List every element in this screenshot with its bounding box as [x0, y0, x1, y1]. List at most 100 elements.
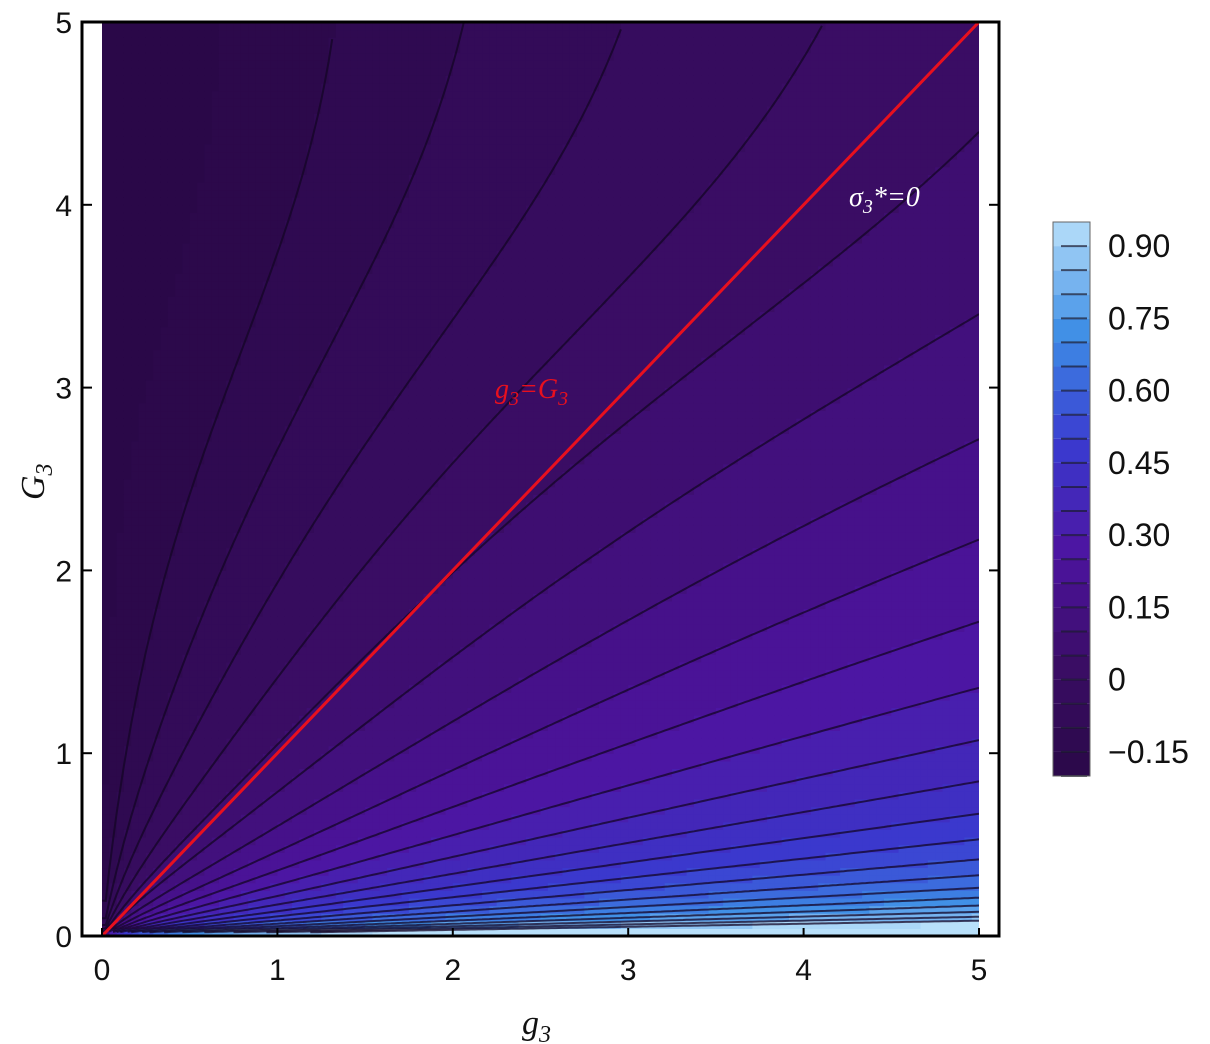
- contour-cell: [240, 852, 249, 861]
- contour-cell: [343, 288, 352, 297]
- contour-cell: [394, 745, 403, 754]
- contour-cell: [211, 265, 220, 274]
- contour-cell: [255, 433, 264, 442]
- contour-cell: [211, 75, 220, 84]
- contour-cell: [153, 844, 162, 853]
- contour-cell: [255, 151, 264, 160]
- contour-cell: [321, 334, 330, 343]
- contour-cell: [182, 174, 191, 183]
- contour-cell: [160, 509, 169, 518]
- contour-cell: [131, 242, 140, 252]
- contour-cell: [292, 105, 300, 114]
- contour-cell: [277, 532, 286, 541]
- contour-cell: [270, 52, 278, 61]
- contour-cell: [175, 22, 183, 31]
- contour-cell: [116, 600, 125, 610]
- contour-cell: [335, 52, 344, 61]
- contour-cell: [277, 829, 286, 838]
- contour-cell: [153, 791, 162, 800]
- contour-cell: [248, 593, 257, 602]
- contour-cell: [218, 418, 227, 427]
- contour-cell: [255, 638, 264, 648]
- contour-cell: [350, 463, 359, 472]
- contour-cell: [248, 37, 257, 46]
- contour-cell: [306, 463, 315, 472]
- contour-cell: [335, 623, 344, 632]
- contour-cell: [313, 608, 322, 617]
- contour-cell: [160, 661, 169, 671]
- contour-cell: [218, 90, 227, 99]
- contour-cell: [167, 197, 176, 206]
- contour-cell: [321, 836, 330, 846]
- contour-cell: [357, 440, 366, 450]
- contour-cell: [299, 867, 308, 876]
- contour-cell: [255, 204, 264, 214]
- contour-cell: [102, 387, 110, 396]
- contour-cell: [248, 471, 257, 480]
- contour-cell: [211, 143, 220, 153]
- contour-cell: [277, 425, 286, 434]
- contour-cell: [321, 821, 330, 830]
- contour-cell: [123, 235, 132, 244]
- contour-cell: [138, 349, 147, 358]
- contour-cell: [211, 280, 220, 290]
- contour-cell: [299, 486, 308, 495]
- contour-cell: [372, 273, 381, 282]
- contour-cell: [284, 638, 293, 648]
- contour-cell: [299, 75, 308, 84]
- contour-cell: [204, 296, 213, 305]
- contour-cell: [218, 836, 227, 846]
- contour-cell: [123, 730, 132, 739]
- contour-cell: [233, 859, 242, 869]
- contour-cell: [335, 197, 344, 206]
- contour-cell: [197, 859, 205, 869]
- contour-cell: [255, 90, 264, 99]
- contour-cell: [211, 479, 220, 488]
- contour-cell: [175, 585, 183, 594]
- contour-cell: [357, 517, 366, 526]
- contour-cell: [218, 440, 227, 450]
- contour-cell: [116, 75, 125, 84]
- contour-cell: [262, 616, 271, 625]
- contour-cell: [167, 250, 176, 259]
- contour-cell: [160, 44, 169, 54]
- contour-cell: [343, 151, 352, 160]
- contour-cell: [109, 547, 118, 556]
- contour-cell: [211, 692, 220, 701]
- contour-cell: [102, 692, 110, 701]
- contour-cell: [138, 334, 147, 343]
- contour-cell: [365, 646, 374, 655]
- contour-cell: [182, 395, 191, 404]
- contour-cell: [145, 463, 154, 472]
- contour-cell: [284, 242, 293, 252]
- contour-cell: [313, 242, 322, 252]
- contour-cell: [365, 311, 374, 320]
- contour-cell: [262, 113, 271, 122]
- contour-cell: [299, 585, 308, 594]
- contour-cell: [138, 616, 147, 625]
- contour-cell: [197, 707, 205, 716]
- contour-cell: [365, 699, 374, 709]
- contour-cell: [365, 692, 374, 701]
- contour-cell: [138, 463, 147, 472]
- contour-cell: [233, 631, 242, 640]
- contour-cell: [387, 60, 395, 69]
- contour-cell: [131, 562, 140, 571]
- contour-cell: [292, 494, 300, 503]
- contour-cell: [284, 357, 293, 366]
- contour-cell: [255, 166, 264, 175]
- contour-cell: [335, 448, 344, 457]
- contour-cell: [204, 585, 213, 594]
- contour-cell: [350, 387, 359, 396]
- contour-cell: [387, 890, 395, 899]
- contour-cell: [292, 212, 300, 221]
- contour-cell: [328, 836, 337, 846]
- contour-cell: [218, 448, 227, 457]
- contour-cell: [145, 570, 154, 579]
- contour-cell: [306, 471, 315, 480]
- contour-cell: [379, 128, 388, 137]
- contour-cell: [313, 326, 322, 335]
- contour-cell: [394, 387, 403, 396]
- contour-cell: [204, 433, 213, 442]
